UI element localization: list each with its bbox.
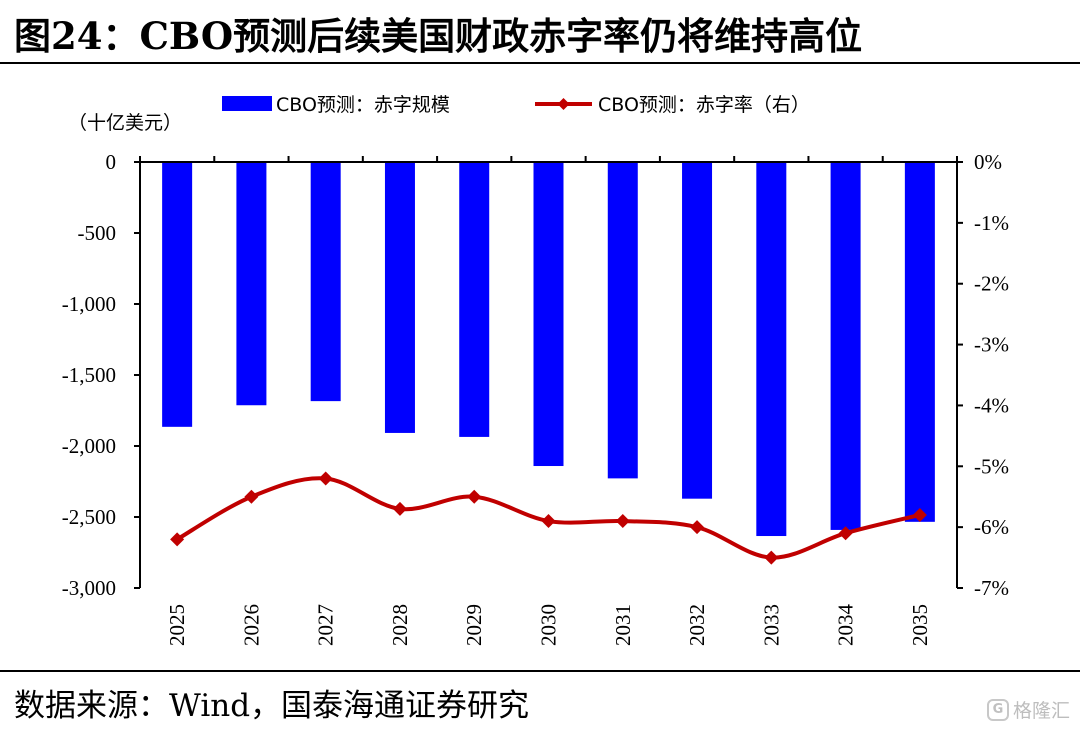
y-right-ticks: 0% -1% -2% -3% -4% -5% -6% -7% [957,150,1009,600]
line-point-2033 [764,550,779,565]
y-left-tick-label: -3,000 [62,576,116,600]
x-tick-label: 2031 [611,604,635,646]
watermark-text: 格隆汇 [1012,700,1070,722]
line-point-2035 [912,507,927,522]
y-axis-unit-label: （十亿美元） [68,112,182,134]
x-tick-label: 2033 [759,604,783,646]
bar-2033 [756,162,787,537]
chart: CBO预测：赤字规模 CBO预测：赤字率（右） （十亿美元） 0 -500 -1,0… [62,94,1009,647]
y-right-tick-label: -7% [974,576,1009,600]
bar-2027 [310,162,341,402]
legend: CBO预测：赤字规模 CBO预测：赤字率（右） [222,94,810,116]
line-point-2025 [170,532,185,547]
y-right-tick-label: -4% [974,393,1009,417]
line-point-2027 [318,471,333,486]
line-series [170,471,927,565]
y-right-tick-label: -3% [974,333,1009,357]
bar-2035 [904,162,935,522]
y-right-tick-label: -5% [974,454,1009,478]
line-point-2028 [392,501,407,516]
x-tick-label: 2028 [388,604,412,646]
bar-2031 [607,162,638,479]
line-point-2032 [690,520,705,535]
bar-2028 [384,162,415,433]
bar-group [162,162,935,537]
line-point-2030 [541,514,556,529]
bar-2029 [459,162,490,437]
x-tick-label: 2034 [834,604,858,647]
y-right-tick-label: 0% [974,150,1002,174]
x-tick-label: 2035 [908,604,932,646]
legend-label-deficit-rate: CBO预测：赤字率（右） [598,94,810,116]
y-left-ticks: 0 -500 -1,000 -1,500 -2,000 -2,500 -3,000 [62,150,140,600]
x-tick-label: 2026 [239,604,263,646]
x-tick-label: 2027 [314,604,338,646]
y-left-tick-label: -1,000 [62,292,116,316]
y-right-tick-label: -6% [974,515,1009,539]
y-left-tick-label: -2,500 [62,505,116,529]
y-left-tick-label: 0 [106,150,117,174]
legend-marker-deficit-rate [557,98,570,110]
bar-2030 [533,162,564,467]
line-point-2034 [838,526,853,541]
watermark: G 格隆汇 [986,696,1070,723]
y-right-tick-label: -1% [974,211,1009,235]
y-right-tick-label: -2% [974,272,1009,296]
chart-title: 图24：CBO预测后续美国财政赤字率仍将维持高位 [14,14,863,58]
x-ticks: 2025 2026 2027 2028 2029 2030 2031 2032 2033 2034… [139,156,958,647]
source-rule [0,670,1080,672]
legend-label-deficit: CBO预测：赤字规模 [276,94,450,116]
source-note: 数据来源：Wind，国泰海通证券研究 [14,688,530,724]
x-tick-label: 2030 [537,604,561,646]
line-point-2031 [615,514,630,529]
y-left-tick-label: -500 [78,221,117,245]
bar-2025 [162,162,193,427]
x-tick-label: 2029 [462,604,486,646]
legend-swatch-deficit [222,96,272,111]
y-left-tick-label: -1,500 [62,363,116,387]
line-point-2026 [244,489,259,504]
bar-2032 [682,162,713,499]
line-point-2029 [467,489,482,504]
bar-2026 [236,162,267,406]
title-rule [0,62,1080,64]
bar-2034 [830,162,861,530]
x-tick-label: 2025 [165,604,189,646]
y-left-tick-label: -2,000 [62,434,116,458]
x-tick-label: 2032 [685,604,709,646]
watermark-logo-icon: G [986,698,1009,721]
